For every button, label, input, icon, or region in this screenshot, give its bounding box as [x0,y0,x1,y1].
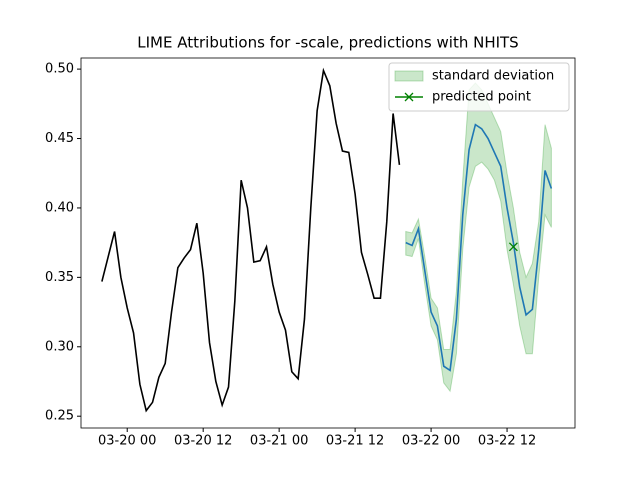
series-line [405,123,553,372]
x-tick-label: 03-20 00 [98,434,156,449]
x-tick-label: 03-21 12 [326,434,384,449]
legend-marker [404,92,414,102]
legend-label: predicted point [432,90,531,105]
predicted-point [508,242,518,252]
legend-swatch [394,70,424,82]
x-tick-label: 03-21 00 [250,434,308,449]
y-tick-label: 0.25 [45,409,74,424]
y-tick-label: 0.45 [45,131,74,146]
legend-label: standard deviation [432,69,554,84]
y-tick-label: 0.40 [45,200,74,215]
legend-box [388,62,570,112]
y-tick-label: 0.50 [45,62,74,77]
y-tick-label: 0.30 [45,339,74,354]
x-tick-label: 03-22 12 [478,434,536,449]
chart-title: LIME Attributions for -scale, prediction… [137,34,518,52]
x-tick-label: 03-22 00 [402,434,460,449]
y-tick-label: 0.35 [45,270,74,285]
series-line [101,67,401,413]
std-band [405,82,552,393]
x-tick-label: 03-20 12 [174,434,232,449]
plot-frame [80,57,576,429]
